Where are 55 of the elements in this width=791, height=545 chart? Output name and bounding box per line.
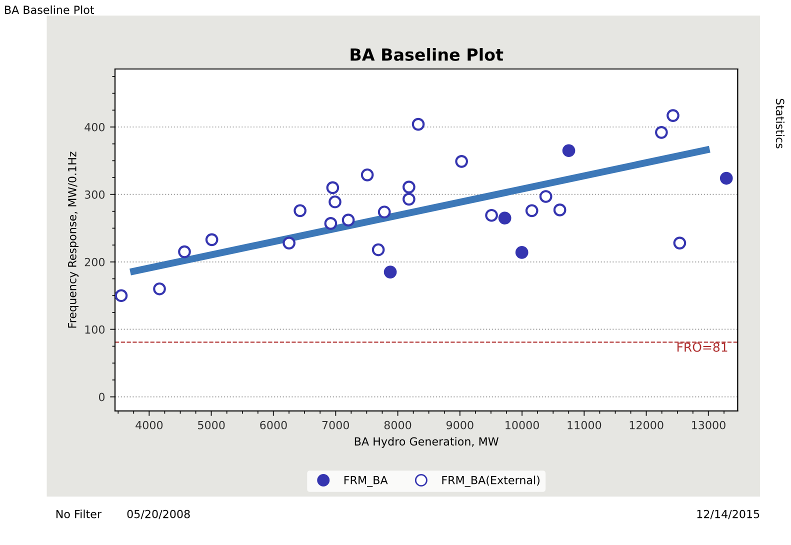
point [378, 206, 391, 218]
point [455, 154, 468, 168]
point [515, 246, 528, 259]
point [360, 168, 374, 182]
y-tick-label: 400 [84, 122, 105, 132]
point [384, 266, 397, 278]
point [412, 118, 425, 131]
point [326, 181, 340, 194]
point [655, 126, 668, 139]
x-tick-label: 13000 [692, 420, 726, 430]
point [342, 214, 355, 227]
point [485, 208, 498, 222]
text: Statistics [776, 98, 785, 148]
point [498, 212, 512, 224]
chart-title: BA Baseline Plot [350, 48, 504, 61]
text: 12/14/2015 [697, 510, 760, 520]
x-tick-label: 4000 [136, 420, 163, 430]
x-tick-label: 11000 [568, 420, 602, 430]
x-tick-label: 7000 [322, 420, 350, 430]
text: 05/20/2008 [127, 510, 190, 520]
x-tick-label: 5000 [198, 420, 225, 430]
x-tick-label: 8000 [384, 420, 412, 430]
y-tick-label: 200 [84, 258, 105, 266]
point [666, 109, 680, 122]
point [525, 204, 538, 218]
point [539, 190, 552, 203]
point [328, 195, 342, 208]
x-axis-title: BA Hydro Generation, MW [354, 437, 498, 448]
legend-label: FRM_BA(External) [442, 476, 540, 487]
point [562, 144, 576, 158]
x-tick-label: 6000 [260, 420, 287, 430]
point [324, 217, 338, 230]
point [282, 236, 296, 250]
point [115, 289, 128, 302]
y-axis-title: Frequency Response, MW/0.1Hz [68, 152, 79, 328]
text: No Filter [56, 510, 102, 518]
point [205, 233, 218, 246]
point [402, 192, 416, 206]
point [372, 243, 385, 256]
point [178, 245, 191, 258]
ref-line-label: FRO=81 [677, 342, 728, 352]
point [673, 236, 686, 250]
point [720, 172, 733, 185]
point [553, 204, 566, 216]
y-tick-label: 300 [84, 190, 105, 199]
y-tick-label: 100 [85, 325, 105, 334]
point [294, 204, 306, 218]
legend-label: FRM_BA [344, 476, 388, 487]
x-tick-label: 12000 [630, 420, 664, 430]
text: BA Baseline Plot [5, 5, 94, 14]
point [402, 180, 416, 194]
point [153, 282, 166, 296]
x-tick-label: 9000 [446, 420, 474, 430]
y-tick-label: 0 [98, 392, 105, 402]
x-tick-label: 10000 [506, 420, 539, 430]
